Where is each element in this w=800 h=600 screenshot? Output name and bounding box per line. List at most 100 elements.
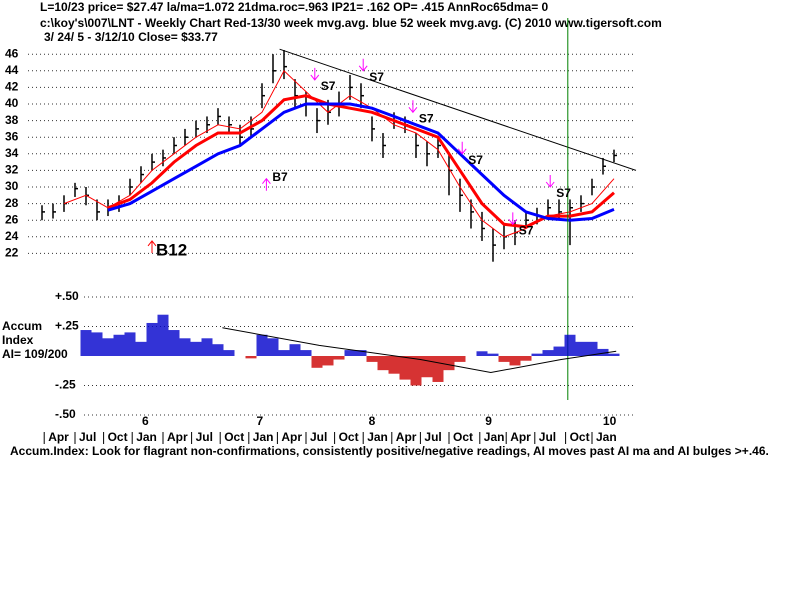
accum-bar [113, 334, 125, 356]
signal-label: S7 [556, 186, 571, 200]
accum-bar [201, 338, 213, 356]
accum-bar [454, 356, 466, 362]
accum-bar [355, 350, 367, 356]
year-label: 7 [256, 414, 263, 428]
accum-bar [520, 356, 532, 361]
accum-bar [421, 356, 433, 378]
x-tick-label: Apr [281, 430, 302, 444]
accum-bar [586, 341, 598, 356]
y-tick-label: 40 [5, 96, 19, 110]
accum-bar [597, 348, 609, 356]
accum-bar [212, 344, 224, 356]
accum-bar [146, 322, 158, 356]
x-tick-label: Jan [596, 430, 617, 444]
y-tick-label: 42 [5, 80, 19, 94]
accum-bar [388, 356, 400, 374]
accum-bar [322, 356, 334, 366]
y-tick-label: 28 [5, 196, 19, 210]
accum-bar [443, 356, 455, 371]
header-line: 3/ 24/ 5 - 3/12/10 Close= $33.77 [44, 30, 218, 44]
moving-average [107, 102, 615, 222]
accum-bar [300, 350, 312, 356]
x-tick-label: Apr [167, 430, 188, 444]
y-tick-label: 30 [5, 179, 19, 193]
accum-bar [399, 356, 411, 380]
accum-bar [245, 356, 257, 359]
x-tick-label: Jan [484, 430, 505, 444]
x-tick-label: Oct [570, 430, 590, 444]
x-tick-label: Jul [196, 430, 213, 444]
year-label: 8 [369, 414, 376, 428]
accum-bar [124, 332, 136, 356]
signal-arrow [408, 100, 418, 114]
signal-label: S7 [369, 70, 384, 84]
year-label: 10 [603, 414, 617, 428]
accum-bar [377, 356, 389, 371]
accum-bar [564, 334, 576, 356]
accum-bar [531, 353, 543, 356]
y-tick-label: 46 [5, 46, 19, 60]
header-line: c:\koy's\007\LNT - Weekly Chart Red-13/3… [40, 16, 662, 30]
y-tick-label: 22 [5, 246, 19, 260]
footer-note: Accum.Index: Look for flagrant non-confi… [10, 444, 769, 458]
signal-label: S7 [419, 111, 434, 125]
signal-arrow [457, 141, 467, 155]
accum-bar [487, 353, 499, 356]
accum-bar [333, 356, 345, 360]
y-tick-label: 24 [5, 229, 19, 243]
accum-bar [432, 356, 444, 382]
accum-label: Accum [2, 319, 42, 333]
accum-bar [190, 341, 202, 356]
accum-bar [80, 330, 92, 356]
x-tick-label: Jan [253, 430, 274, 444]
accum-bar [278, 350, 290, 356]
accum-bar [223, 350, 235, 356]
accum-bar [366, 356, 378, 362]
accum-label: AI= 109/200 [2, 347, 68, 361]
trendline [279, 48, 637, 171]
accum-bar [498, 356, 510, 362]
signal-arrow [508, 212, 518, 226]
accum-bar [575, 341, 587, 356]
y-tick-label: -.25 [55, 378, 76, 392]
accum-bar [553, 346, 565, 356]
x-tick-label: Oct [224, 430, 244, 444]
moving-average [107, 94, 615, 229]
accum-bar [509, 356, 521, 366]
accum-bar [157, 314, 169, 356]
x-tick-label: Apr [48, 430, 69, 444]
accum-bar [91, 332, 103, 356]
signal-label: B7 [272, 170, 288, 184]
accum-bar [476, 351, 488, 356]
signal-arrow [262, 177, 271, 191]
x-tick-label: Apr [510, 430, 531, 444]
accum-bar [289, 344, 301, 356]
accum-label: Index [2, 333, 34, 347]
signal-label: S7 [519, 224, 534, 238]
accum-bar [542, 350, 554, 356]
signal-label: B12 [156, 240, 187, 259]
x-tick-label: Oct [108, 430, 128, 444]
x-tick-label: Apr [396, 430, 417, 444]
y-tick-label: 34 [5, 146, 19, 160]
x-tick-label: Jan [136, 430, 157, 444]
signal-arrow [358, 58, 368, 72]
year-label: 6 [142, 414, 149, 428]
x-tick-label: Jul [539, 430, 556, 444]
y-tick-label: 44 [5, 63, 19, 77]
header-line: L=10/23 price= $27.47 la/ma=1.072 21dma.… [40, 0, 549, 14]
signal-label: S7 [468, 153, 483, 167]
x-tick-label: Jul [424, 430, 441, 444]
signal-arrow [310, 67, 320, 81]
x-tick-label: Oct [339, 430, 359, 444]
signal-arrow [147, 240, 157, 253]
y-tick-label: -.50 [55, 407, 76, 421]
accum-bar [179, 338, 191, 356]
accum-bar [608, 353, 620, 356]
accum-bar [344, 350, 356, 356]
x-tick-label: Jul [79, 430, 96, 444]
y-tick-label: 36 [5, 129, 19, 143]
y-tick-label: 32 [5, 163, 19, 177]
accum-bar [168, 330, 180, 356]
